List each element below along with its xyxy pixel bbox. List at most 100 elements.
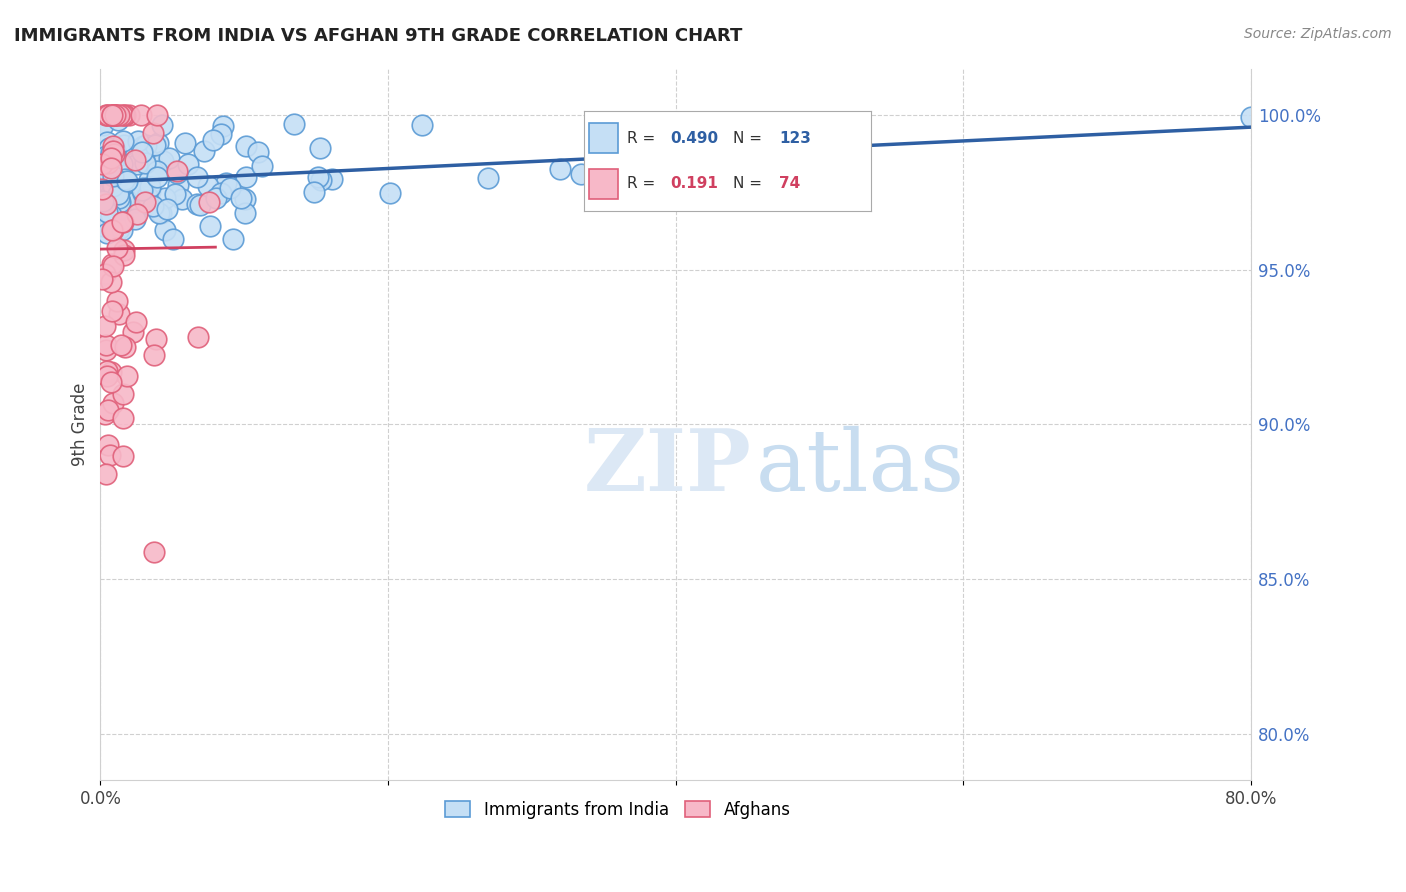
Point: [124, 211, 146, 226]
Point: [193, 144, 215, 158]
Point: [308, 141, 330, 155]
Point: [166, 166, 188, 180]
Point: [309, 173, 332, 187]
Point: [96, 136, 118, 150]
Point: [100, 365, 122, 379]
Point: [108, 194, 131, 209]
Point: [149, 156, 172, 170]
Y-axis label: 9th Grade: 9th Grade: [72, 383, 89, 467]
Point: [1240, 110, 1263, 124]
Point: [146, 136, 169, 150]
Point: [148, 206, 170, 220]
Point: [105, 108, 128, 122]
Point: [548, 161, 571, 176]
Point: [139, 153, 162, 168]
Point: [166, 164, 188, 178]
Point: [186, 170, 208, 185]
Point: [127, 134, 149, 148]
Point: [90, 182, 112, 196]
Point: [111, 108, 134, 122]
Point: [321, 172, 343, 186]
Point: [112, 108, 135, 122]
Point: [110, 338, 132, 352]
Point: [104, 108, 127, 122]
Point: [91, 194, 114, 208]
Point: [96, 205, 118, 219]
Point: [112, 193, 135, 207]
Point: [115, 174, 138, 188]
Point: [122, 326, 145, 340]
Point: [187, 329, 209, 343]
Point: [101, 178, 124, 193]
Point: [110, 168, 132, 182]
Point: [96, 149, 118, 163]
Point: [135, 189, 157, 203]
Point: [143, 137, 166, 152]
Point: [131, 145, 153, 159]
Point: [111, 175, 134, 189]
Point: [114, 108, 136, 122]
Point: [104, 145, 127, 160]
Point: [211, 119, 233, 133]
Point: [150, 206, 173, 220]
Point: [205, 191, 228, 205]
Point: [165, 187, 187, 202]
Point: [124, 154, 146, 169]
Point: [139, 179, 162, 194]
Point: [94, 343, 117, 357]
Point: [146, 163, 169, 178]
Point: [108, 108, 131, 122]
Point: [174, 136, 197, 151]
Point: [101, 257, 124, 271]
Point: [101, 395, 124, 409]
Point: [107, 191, 129, 205]
Point: [233, 205, 256, 219]
Text: IMMIGRANTS FROM INDIA VS AFGHAN 9TH GRADE CORRELATION CHART: IMMIGRANTS FROM INDIA VS AFGHAN 9TH GRAD…: [14, 27, 742, 45]
Point: [114, 340, 136, 354]
Point: [103, 178, 125, 193]
Point: [112, 135, 135, 149]
Point: [108, 307, 131, 321]
Point: [124, 153, 146, 167]
Point: [91, 272, 114, 286]
Point: [96, 108, 118, 122]
Point: [134, 189, 156, 203]
Point: [115, 368, 138, 383]
Point: [145, 332, 167, 346]
Point: [111, 171, 134, 186]
Text: atlas: atlas: [756, 425, 965, 508]
Point: [302, 185, 325, 199]
Point: [94, 467, 117, 482]
Point: [97, 108, 120, 122]
Point: [94, 267, 117, 281]
Point: [98, 141, 121, 155]
Point: [125, 315, 148, 329]
Point: [94, 186, 117, 200]
Point: [100, 152, 122, 166]
Point: [100, 108, 122, 122]
Point: [111, 157, 134, 171]
Point: [132, 186, 155, 201]
Point: [111, 411, 134, 425]
Point: [188, 198, 211, 212]
Point: [143, 545, 166, 559]
Point: [100, 375, 122, 389]
Point: [101, 183, 124, 197]
Point: [94, 108, 117, 122]
Point: [104, 163, 127, 178]
Point: [101, 144, 124, 158]
Point: [100, 108, 122, 122]
Point: [97, 437, 120, 451]
Point: [101, 222, 124, 236]
Point: [198, 219, 221, 233]
Point: [112, 243, 135, 257]
Point: [94, 319, 117, 334]
Point: [142, 126, 165, 140]
Point: [111, 223, 134, 237]
Point: [112, 178, 135, 193]
Legend: Immigrants from India, Afghans: Immigrants from India, Afghans: [439, 794, 797, 825]
Point: [235, 170, 257, 185]
Point: [146, 170, 169, 185]
Point: [111, 214, 134, 228]
Point: [98, 162, 121, 177]
